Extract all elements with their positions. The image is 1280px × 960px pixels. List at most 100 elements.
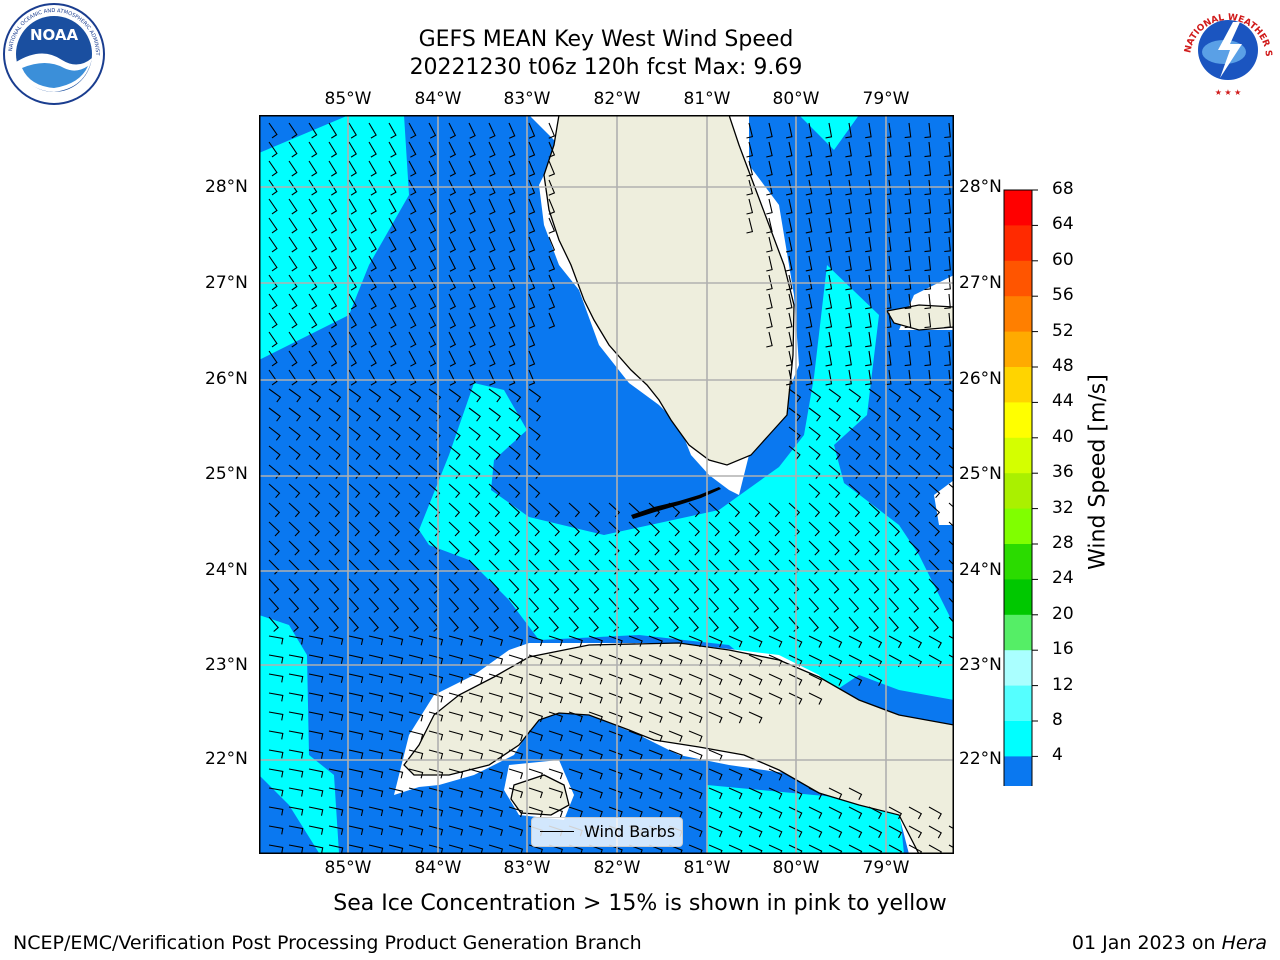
wind-barb (868, 806, 883, 820)
wind-barb (845, 236, 852, 253)
wind-barb (508, 255, 516, 272)
wind-barb (468, 749, 484, 760)
wind-barb (408, 407, 421, 422)
wind-barb (348, 122, 357, 139)
wind-barb (428, 825, 444, 836)
wind-barb (648, 559, 660, 575)
wind-barb (728, 502, 741, 518)
wind-barb (528, 673, 543, 685)
wind-barb (948, 540, 954, 547)
wind-barb (488, 825, 504, 836)
wind-barb (468, 160, 476, 177)
wind-barb (308, 445, 321, 460)
wind-barb (508, 179, 516, 196)
wind-barb (488, 502, 501, 518)
wind-barb (348, 502, 361, 518)
wind-barb (448, 160, 457, 177)
wind-barb (746, 122, 754, 139)
colorbar-segment (1004, 579, 1032, 616)
wind-barb (528, 521, 540, 537)
wind-barb (588, 635, 603, 647)
wind-barb (448, 635, 464, 646)
wind-barb (628, 787, 643, 799)
florida-keys (631, 487, 721, 519)
wind-barb (488, 578, 500, 594)
wind-barb (924, 312, 932, 329)
wind-barb (668, 654, 683, 667)
wind-barb (845, 255, 852, 272)
wind-barb (488, 711, 504, 722)
wind-barb (688, 749, 703, 762)
wind-barb (785, 331, 793, 348)
wind-barb (308, 331, 318, 348)
wind-barb (508, 236, 516, 253)
wind-barb (408, 502, 421, 518)
wind-barb (788, 787, 803, 800)
wind-barb (448, 787, 464, 798)
wind-barb (488, 787, 504, 798)
wind-barb (328, 217, 338, 234)
wind-barb (488, 521, 500, 537)
wind-barb (328, 331, 338, 348)
wind-barb (348, 749, 364, 760)
wind-barb (508, 730, 524, 742)
wind-barb (628, 635, 643, 647)
wind-barb (408, 350, 417, 367)
wind-barb (688, 787, 703, 800)
wind-barb (748, 635, 763, 648)
wind-barb (468, 692, 484, 703)
wind-barb (766, 179, 773, 196)
wind-barb (368, 369, 377, 386)
colorbar-segment (1004, 331, 1032, 368)
wind-barb (288, 122, 298, 139)
wind-barb (766, 236, 773, 253)
wind-barb (568, 635, 583, 647)
wind-barb (328, 255, 338, 272)
wind-barb (348, 160, 357, 177)
wind-barb (845, 369, 852, 386)
lon-label-bottom: 84°W (414, 858, 462, 878)
wind-barb (428, 635, 444, 646)
wind-barb (288, 616, 299, 632)
wind-barb (268, 749, 284, 759)
wind-barb (288, 768, 304, 778)
wind-barb (328, 483, 341, 499)
wind-barb (348, 179, 357, 196)
wind-barb (488, 730, 504, 741)
colorbar-segment (1004, 756, 1032, 786)
colorbar-label: Wind Speed [m/s] (1085, 374, 1111, 570)
wind-barb (408, 179, 417, 196)
wind-barb (628, 673, 643, 685)
wind-barb (568, 749, 583, 761)
wind-barb (845, 350, 852, 367)
lon-label-bottom: 85°W (324, 858, 372, 878)
wind-barb (848, 521, 860, 537)
wind-barb (568, 730, 583, 742)
wind-barb (368, 635, 384, 646)
wind-barb (508, 407, 521, 422)
wind-barb (628, 559, 640, 575)
wind-barb (308, 540, 320, 556)
wind-barb (845, 179, 852, 196)
wind-barb (908, 806, 923, 820)
wind-barb (268, 673, 284, 683)
wind-barb (884, 350, 892, 367)
wind-barb (348, 768, 364, 779)
wind-barb (728, 616, 739, 632)
wind-barb (568, 768, 583, 780)
legend: Wind Barbs (531, 817, 683, 847)
wind-barb (488, 331, 496, 348)
wind-barb (468, 635, 484, 646)
colorbar-segment (1004, 721, 1032, 757)
wind-barb (268, 806, 284, 816)
lon-label-bottom: 83°W (503, 858, 551, 878)
wind-barb (408, 141, 417, 158)
colorbar-tick-label: 16 (1052, 639, 1074, 660)
wind-barb (448, 502, 461, 518)
wind-barb (746, 141, 754, 158)
colorbar-tick-label: 20 (1052, 603, 1074, 624)
wind-barb (668, 635, 683, 648)
wind-barb (428, 749, 444, 760)
wind-barb (348, 483, 361, 499)
wind-barb (268, 160, 278, 177)
